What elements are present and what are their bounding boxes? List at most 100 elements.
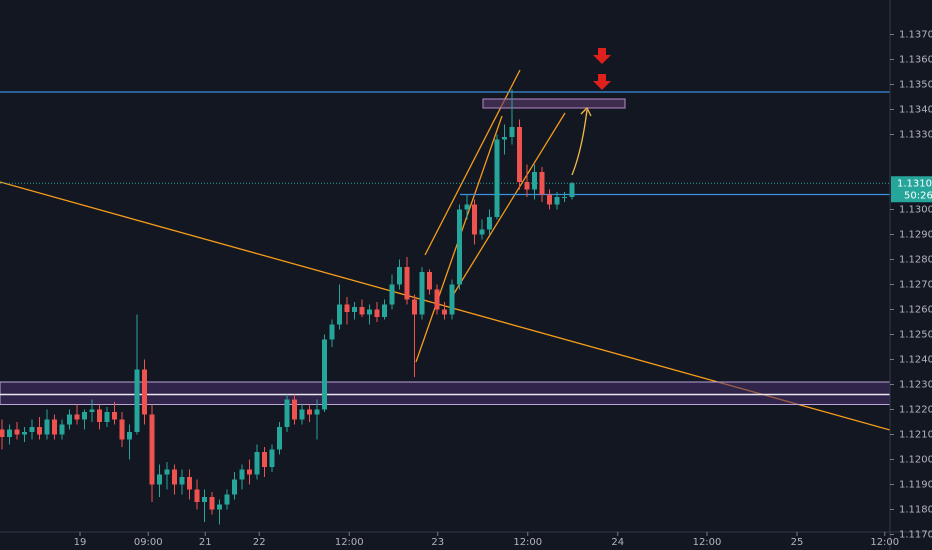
candle-body	[412, 299, 417, 315]
candle-body	[164, 469, 170, 475]
candle-body	[487, 217, 492, 230]
candle-body	[149, 414, 155, 485]
candle-body	[397, 267, 402, 285]
candle-body	[194, 489, 200, 502]
candle-body	[547, 194, 552, 205]
candle-body	[187, 477, 192, 490]
candle-body	[509, 127, 515, 137]
candle-body	[254, 452, 260, 475]
candle-body	[434, 289, 440, 310]
candle-body	[134, 369, 140, 432]
candle-body	[292, 399, 297, 420]
y-tick-label: 1.12800	[899, 255, 932, 266]
y-tick-label: 1.12700	[899, 280, 932, 291]
last-price-tag	[891, 176, 932, 203]
candle-body	[232, 479, 237, 495]
candle-body	[299, 409, 305, 420]
y-tick-label: 1.12500	[899, 330, 932, 341]
candle-body	[89, 409, 95, 412]
x-tick-label: 21	[199, 537, 212, 548]
y-tick-label: 1.13400	[899, 105, 932, 116]
candle-body	[307, 409, 312, 415]
y-tick-label: 1.12400	[899, 355, 932, 366]
x-tick-label: 12:00	[693, 537, 722, 548]
countdown: 50:26	[904, 190, 932, 201]
x-tick-label: 12:00	[335, 537, 364, 548]
candle-body	[532, 172, 537, 190]
y-tick-label: 1.12600	[899, 305, 932, 316]
candle-body	[0, 429, 5, 437]
candle-body	[359, 307, 365, 315]
candle-body	[262, 452, 267, 467]
candle-body	[524, 182, 530, 190]
y-tick-label: 1.12200	[899, 405, 932, 416]
x-tick-label: 23	[431, 537, 444, 548]
x-tick-label: 25	[791, 537, 804, 548]
y-tick-label: 1.11900	[899, 480, 932, 491]
candle-body	[554, 197, 560, 205]
y-tick-label: 1.11800	[899, 505, 932, 516]
y-tick-label: 1.12900	[899, 230, 932, 241]
candle-body	[82, 412, 87, 420]
candle-body	[419, 272, 425, 315]
y-tick-label: 1.13500	[899, 80, 932, 91]
x-tick-label: 19	[74, 537, 87, 548]
down-arrow	[593, 74, 611, 90]
x-tick-label: 24	[611, 537, 624, 548]
y-tick-label: 1.11700	[899, 530, 932, 541]
drawings	[0, 48, 891, 431]
candle-body	[382, 304, 387, 317]
candle-body	[37, 427, 42, 435]
candle-body	[344, 304, 350, 312]
candle-body	[247, 469, 252, 475]
channel-line	[449, 112, 566, 301]
candle-body	[22, 432, 27, 435]
candle-body	[539, 172, 545, 195]
candle-body	[367, 309, 372, 315]
arrow-head	[580, 106, 592, 117]
candle-body	[67, 414, 72, 425]
candle-body	[209, 497, 215, 510]
candle-body	[74, 414, 80, 420]
candle-body	[179, 477, 185, 485]
candle-body	[494, 139, 500, 217]
y-tick-label: 1.13300	[899, 130, 932, 141]
candle-body	[284, 399, 290, 427]
x-tick-label: 09:00	[134, 537, 163, 548]
candles	[0, 89, 575, 525]
candle-body	[314, 409, 320, 415]
candle-body	[29, 427, 35, 432]
candle-body	[449, 284, 455, 315]
candle-body	[7, 429, 12, 437]
y-tick-label: 1.13600	[899, 55, 932, 66]
candle-body	[517, 127, 522, 182]
candle-body	[14, 429, 20, 435]
y-tick-label: 1.13700	[899, 30, 932, 41]
y-tick-label: 1.13000	[899, 205, 932, 216]
resistance-box	[482, 98, 626, 109]
candle-body	[202, 497, 207, 502]
candle-body	[239, 469, 245, 480]
down-arrow	[593, 48, 611, 64]
y-tick-label: 1.12100	[899, 430, 932, 441]
candle-body	[427, 272, 432, 290]
x-tick-label: 22	[253, 537, 266, 548]
candle-body	[157, 474, 162, 485]
candle-body	[112, 412, 117, 420]
candle-body	[217, 504, 222, 510]
candle-body	[172, 469, 177, 485]
candle-body	[389, 284, 395, 305]
candle-body	[374, 309, 380, 317]
candle-body	[44, 419, 50, 435]
x-tick-label: 12:00	[513, 537, 542, 548]
candle-body	[97, 409, 102, 422]
candle-body	[119, 419, 125, 440]
y-tick-label: 1.12000	[899, 455, 932, 466]
candle-body	[52, 419, 57, 435]
candle-body	[59, 424, 65, 435]
candle-body	[277, 427, 282, 450]
candle-body	[127, 432, 132, 440]
candle-body	[569, 183, 575, 197]
y-tick-label: 1.12300	[899, 380, 932, 391]
candle-body	[404, 267, 410, 300]
